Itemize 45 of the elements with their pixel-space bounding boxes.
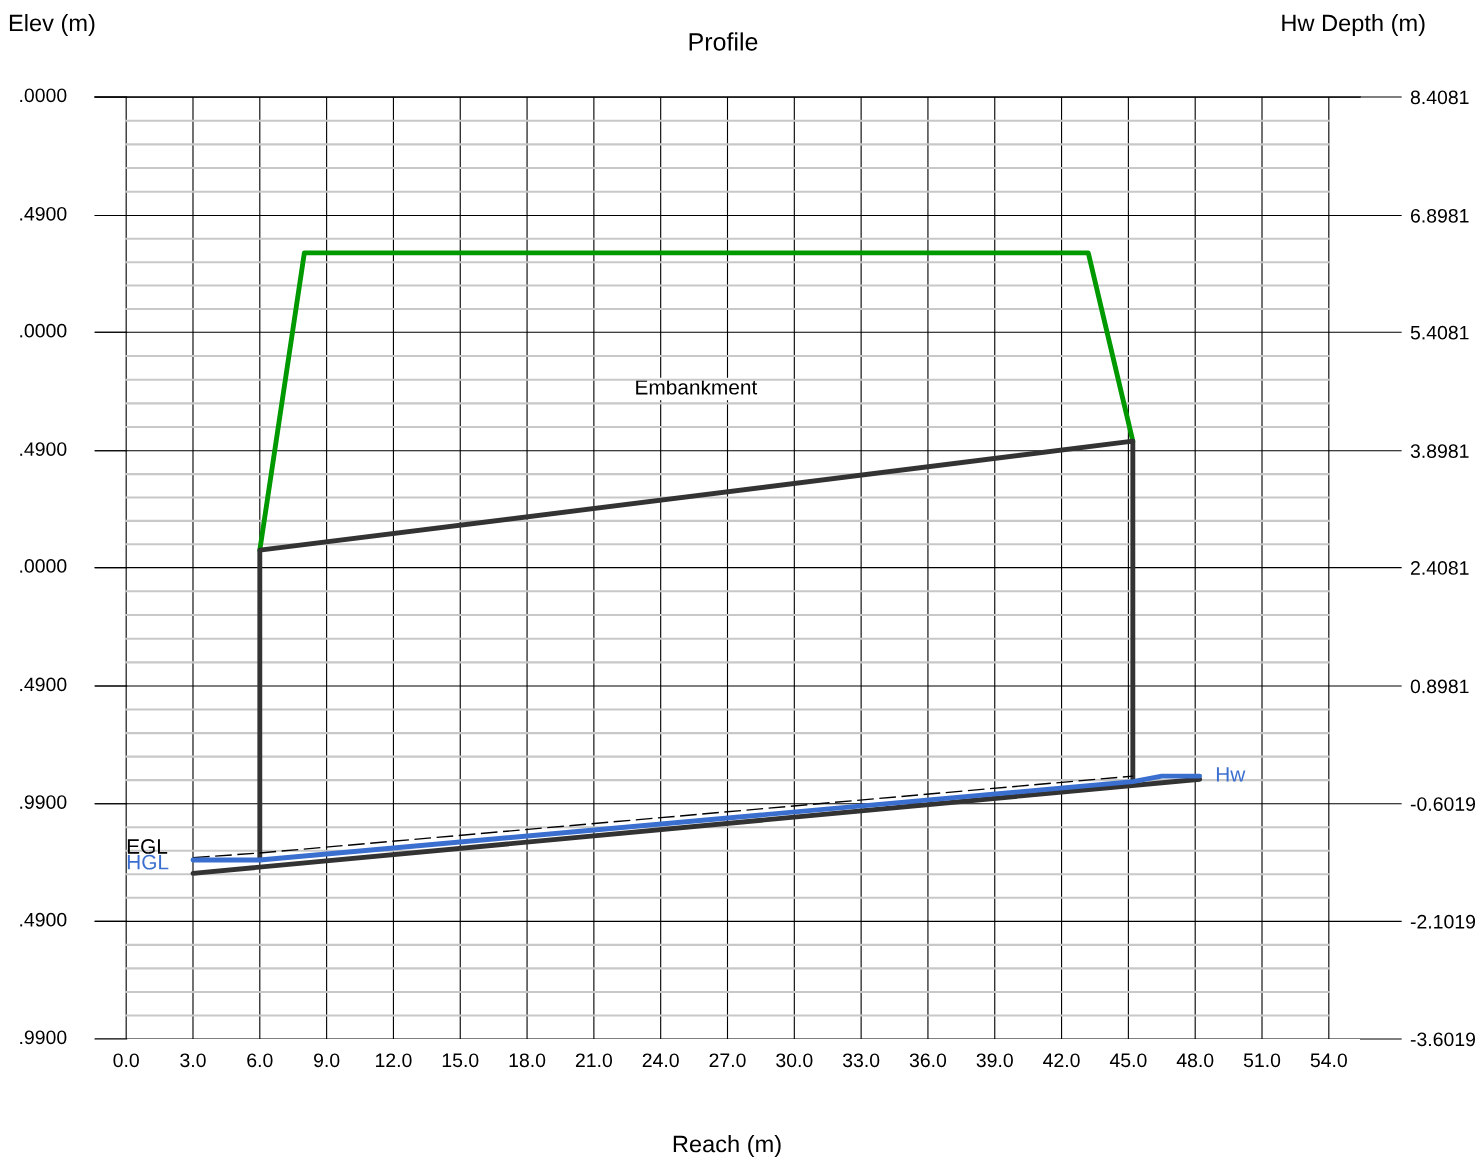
- x-tick-label: 24.0: [642, 1053, 679, 1068]
- text: .9900: [20, 795, 67, 809]
- x-tick-label: 45.0: [1109, 1053, 1147, 1068]
- x-tick-label: 15.0: [442, 1053, 479, 1068]
- x-tick-label: 54.0: [1310, 1053, 1347, 1068]
- text: .9900: [20, 1030, 67, 1045]
- y-axis-title: Elev (m): [9, 14, 95, 36]
- text: .0000: [20, 559, 67, 573]
- y2-tick-label: 0.8981: [1410, 679, 1469, 694]
- x-tick-label: 12.0: [376, 1053, 412, 1068]
- y2-tick-label: 5.4081: [1410, 325, 1469, 340]
- text: .4900: [20, 206, 67, 221]
- x-tick-label: 36.0: [909, 1053, 947, 1068]
- series-label: EGL: [127, 839, 168, 854]
- x-tick-label: 3.0: [180, 1053, 206, 1068]
- text: .4900: [20, 677, 67, 692]
- x-tick-label: 21.0: [575, 1053, 613, 1068]
- y2-tick-label: -2.1019: [1410, 914, 1476, 929]
- x-tick-label: 18.0: [509, 1053, 546, 1068]
- x-tick-label: 39.0: [976, 1053, 1013, 1068]
- x-tick-label: 51.0: [1243, 1053, 1281, 1068]
- y2-tick-label: 2.4081: [1410, 561, 1469, 575]
- x-tick-label: 42.0: [1043, 1053, 1080, 1068]
- x-tick-label: 30.0: [776, 1053, 813, 1068]
- y2-tick-label: -0.6019: [1410, 797, 1476, 811]
- chart-title: Profile: [689, 32, 758, 51]
- x-tick-label: 9.0: [314, 1053, 340, 1068]
- annotation: Hw: [1216, 767, 1246, 782]
- x-axis-title: Reach (m): [673, 1134, 781, 1157]
- y2-tick-label: 8.4081: [1410, 90, 1469, 105]
- y2-tick-label: 6.8981: [1410, 208, 1469, 223]
- annotation: Embankment: [636, 379, 758, 395]
- x-tick-label: 33.0: [842, 1053, 880, 1068]
- y2-tick-label: 3.8981: [1410, 444, 1469, 458]
- text: .4900: [20, 912, 67, 927]
- x-tick-label: 6.0: [247, 1053, 273, 1068]
- text: .0000: [20, 323, 67, 338]
- series-label: HGL: [127, 854, 169, 870]
- text: .0000: [20, 88, 67, 103]
- y2-tick-label: -3.6019: [1410, 1032, 1476, 1047]
- x-tick-label: 27.0: [709, 1053, 746, 1068]
- x-tick-label: 0.0: [113, 1053, 139, 1068]
- x-tick-label: 48.0: [1176, 1053, 1214, 1068]
- text: .4900: [20, 442, 67, 456]
- y2-axis-title: Hw Depth (m): [1282, 14, 1425, 36]
